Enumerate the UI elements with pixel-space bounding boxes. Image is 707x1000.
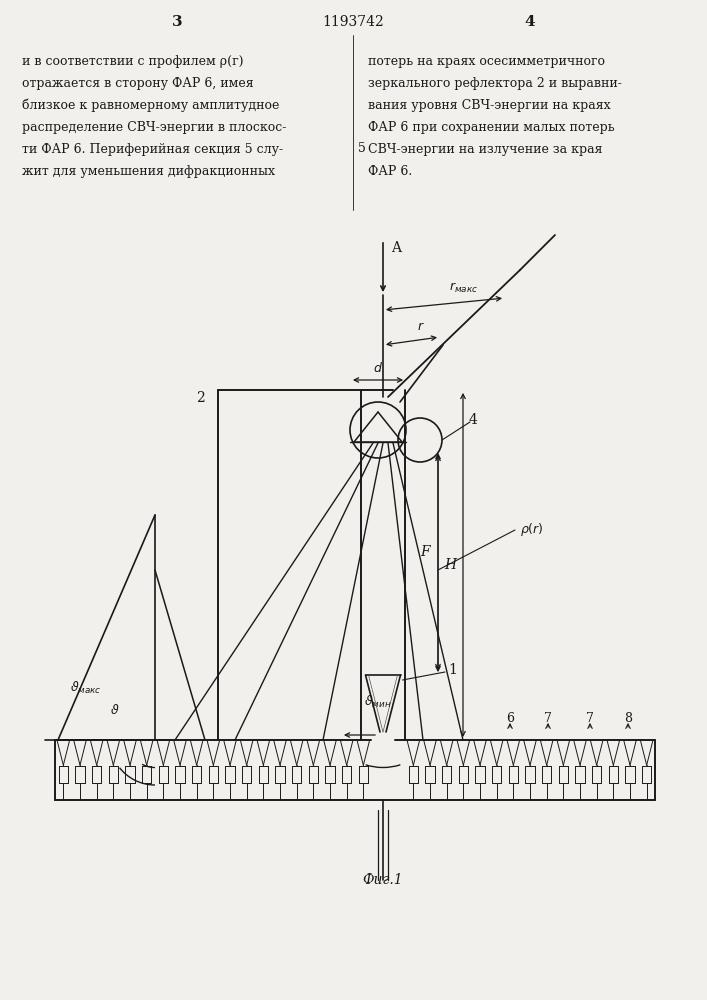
Text: 1: 1: [448, 663, 457, 677]
Text: 5: 5: [358, 141, 366, 154]
Text: $\vartheta_{\mathit{макс}}$: $\vartheta_{\mathit{макс}}$: [70, 680, 102, 696]
Text: ФАР 6.: ФАР 6.: [368, 165, 412, 178]
Text: ти ФАР 6. Периферийная секция 5 слу-: ти ФАР 6. Периферийная секция 5 слу-: [22, 143, 283, 156]
Text: A: A: [391, 241, 401, 255]
Text: $\vartheta$: $\vartheta$: [110, 703, 119, 717]
Text: 8: 8: [624, 712, 632, 724]
Text: и в соответствии с профилем ρ(г): и в соответствии с профилем ρ(г): [22, 55, 243, 68]
Text: Фиг.1: Фиг.1: [363, 873, 403, 887]
Text: 6: 6: [506, 712, 514, 724]
Text: $\rho(\mathit{r})$: $\rho(\mathit{r})$: [520, 522, 544, 538]
Text: 3: 3: [172, 15, 182, 29]
Text: СВЧ-энергии на излучение за края: СВЧ-энергии на излучение за края: [368, 143, 602, 156]
Text: 1193742: 1193742: [322, 15, 384, 29]
Text: ФАР 6 при сохранении малых потерь: ФАР 6 при сохранении малых потерь: [368, 121, 614, 134]
Text: жит для уменьшения дифракционных: жит для уменьшения дифракционных: [22, 165, 275, 178]
Text: 7: 7: [544, 712, 552, 724]
Text: отражается в сторону ФАР 6, имея: отражается в сторону ФАР 6, имея: [22, 77, 254, 90]
Text: 4: 4: [525, 15, 535, 29]
Text: близкое к равномерному амплитудное: близкое к равномерному амплитудное: [22, 99, 279, 112]
Text: $\vartheta_{\mathit{мин}}$: $\vartheta_{\mathit{мин}}$: [364, 694, 392, 710]
Text: F: F: [420, 546, 430, 560]
Text: 2: 2: [196, 391, 204, 405]
Text: вания уровня СВЧ-энергии на краях: вания уровня СВЧ-энергии на краях: [368, 99, 611, 112]
Text: 4: 4: [469, 413, 477, 427]
Text: $r$: $r$: [417, 320, 425, 334]
Text: $r_{макс}$: $r_{макс}$: [450, 281, 479, 295]
Text: потерь на краях осесимметричного: потерь на краях осесимметричного: [368, 55, 605, 68]
Text: 7: 7: [586, 712, 594, 724]
Text: зеркального рефлектора 2 и выравни-: зеркального рефлектора 2 и выравни-: [368, 77, 622, 90]
Text: $d$: $d$: [373, 361, 383, 375]
Text: распределение СВЧ-энергии в плоскос-: распределение СВЧ-энергии в плоскос-: [22, 121, 286, 134]
Text: H: H: [444, 558, 456, 572]
